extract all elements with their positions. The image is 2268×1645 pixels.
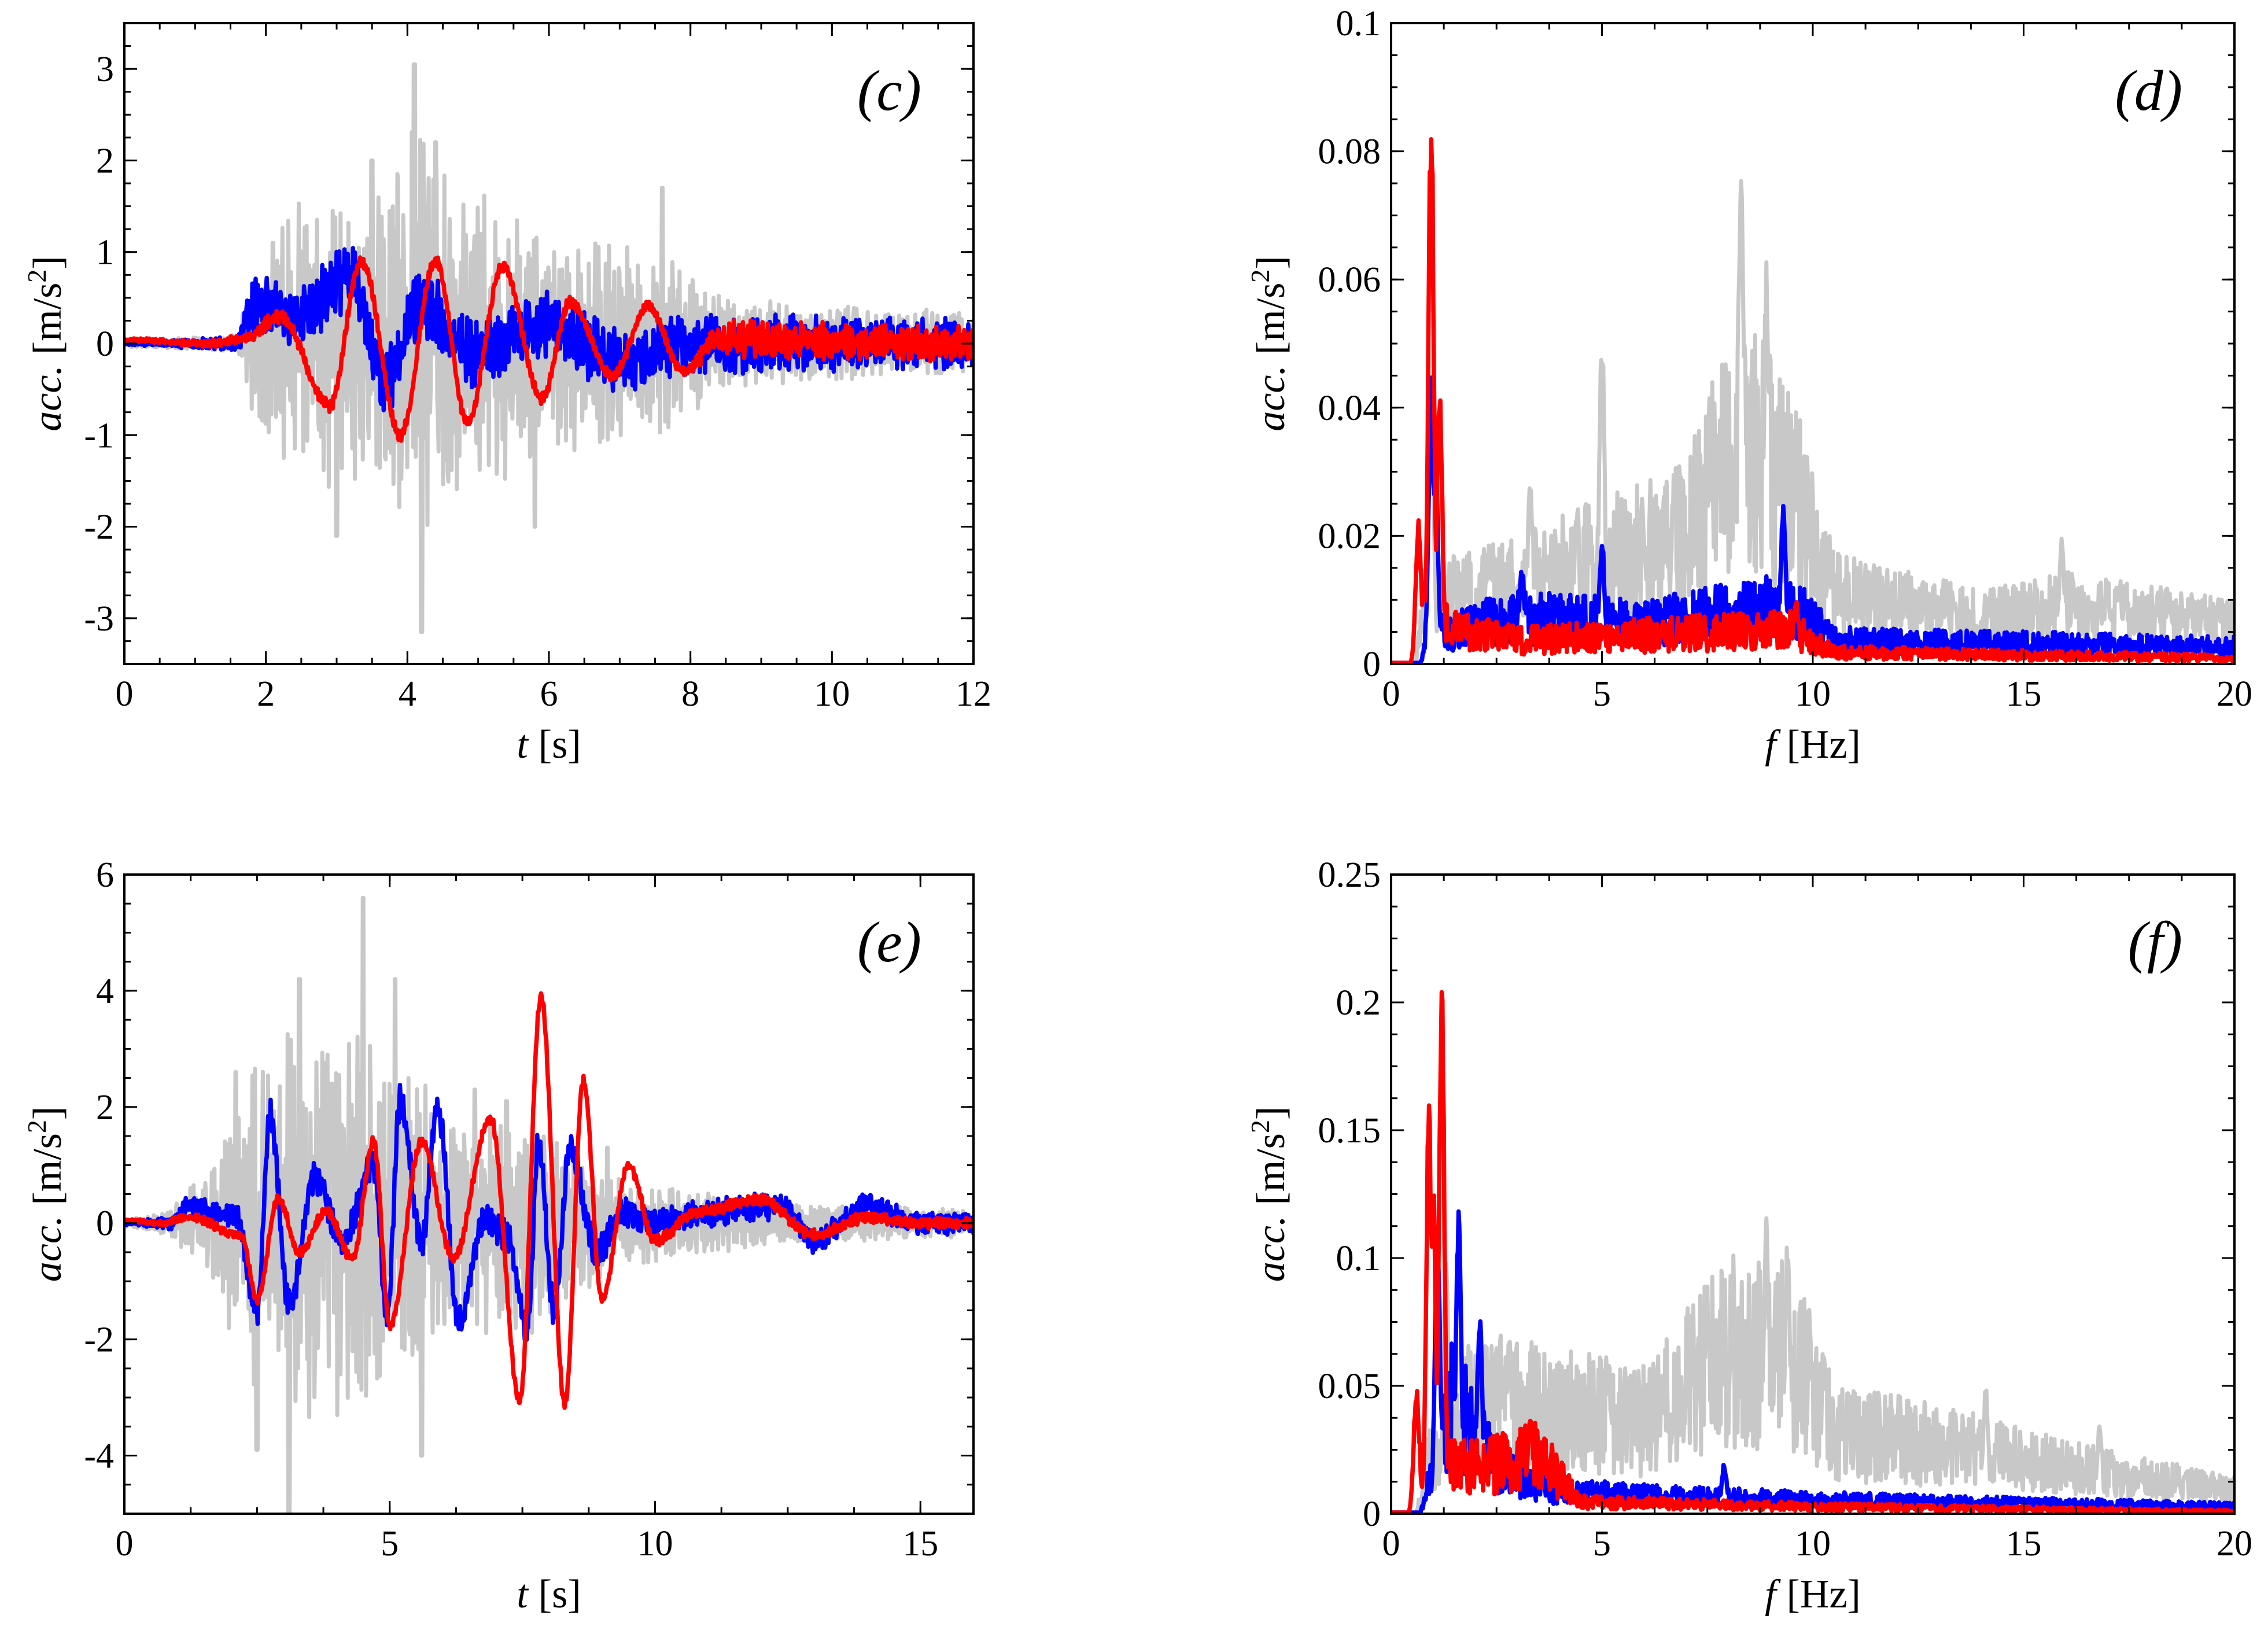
x-tick-label: 15 <box>902 1524 938 1563</box>
series-gray <box>124 895 973 1514</box>
x-tick-label: 5 <box>381 1524 399 1563</box>
y-axis-label: acc.[m/s2] <box>1245 256 1293 431</box>
x-tick-label: 2 <box>257 674 275 714</box>
series-group <box>124 62 973 635</box>
y-tick-label: -1 <box>84 416 114 455</box>
panel-tag: (e) <box>857 910 921 974</box>
y-tick-label: 0.05 <box>1318 1367 1381 1406</box>
series-group <box>1391 137 2234 664</box>
y-tick-label: 0.02 <box>1318 517 1381 556</box>
y-tick-label: -4 <box>84 1437 114 1476</box>
panel-tag: (c) <box>857 58 921 123</box>
y-tick-label: 4 <box>96 972 114 1011</box>
panel-f: 0 5 10 15 20 0 0.05 0.1 0.15 0.2 0.25 f [Hz] acc.[m/s… <box>1245 855 2252 1617</box>
series-blue <box>124 1082 973 1342</box>
series-red <box>124 991 973 1410</box>
y-tick-label: 0.1 <box>1336 1239 1381 1278</box>
x-axis-label: f [Hz] <box>1765 1572 1861 1617</box>
x-tick-label: 0 <box>1382 674 1400 714</box>
series-gray <box>1391 179 2234 664</box>
panel-tag: (d) <box>2115 58 2182 123</box>
series-group <box>124 895 973 1514</box>
x-axis-label: f [Hz] <box>1765 722 1861 767</box>
y-tick-label: 0.08 <box>1318 132 1381 172</box>
y-tick-label: 2 <box>96 1088 114 1127</box>
x-tick-label: 8 <box>681 674 699 714</box>
series-red <box>124 255 973 443</box>
y-tick-label: 0.25 <box>1318 855 1381 895</box>
x-tick-label: 20 <box>2217 1524 2252 1563</box>
x-tick-label: 5 <box>1593 674 1611 714</box>
series-group <box>1391 990 2234 1514</box>
x-tick-label: 10 <box>814 674 850 714</box>
panel-tag: (f) <box>2128 910 2182 974</box>
y-axis-label: acc.[m/s2] <box>22 256 70 431</box>
y-tick-label: -2 <box>84 1321 114 1360</box>
y-axis-label: acc.[m/s2] <box>1245 1106 1293 1282</box>
x-tick-label: 10 <box>637 1524 673 1563</box>
x-tick-label: 20 <box>2217 674 2252 714</box>
x-tick-label: 0 <box>116 1524 134 1563</box>
x-tick-label: 15 <box>2006 1524 2042 1563</box>
x-tick-label: 6 <box>540 674 558 714</box>
y-tick-label: 0.06 <box>1318 260 1381 300</box>
x-tick-label: 0 <box>116 674 134 714</box>
y-tick-label: 0 <box>1363 645 1381 684</box>
x-tick-label: 10 <box>1795 674 1831 714</box>
y-tick-label: 2 <box>96 141 114 180</box>
y-tick-label: 0.2 <box>1336 983 1381 1023</box>
panel-e: 0 5 10 15 -4 -2 0 2 4 6 t [s] acc.[m/s2] (e) <box>22 855 975 1617</box>
y-tick-label: 0.1 <box>1336 4 1381 43</box>
series-gray <box>1391 1216 2234 1514</box>
y-tick-label: 0 <box>96 1204 114 1244</box>
y-tick-label: 0.15 <box>1318 1111 1381 1150</box>
x-tick-label: 12 <box>956 674 991 714</box>
y-tick-label: 6 <box>96 855 114 895</box>
y-tick-label: -3 <box>84 599 114 639</box>
x-axis-label: t [s] <box>517 1572 581 1617</box>
y-tick-label: 0 <box>96 324 114 364</box>
y-tick-label: 0 <box>1363 1495 1381 1534</box>
x-tick-label: 15 <box>2006 674 2042 714</box>
x-tick-label: 0 <box>1382 1524 1400 1563</box>
x-tick-label: 10 <box>1795 1524 1831 1563</box>
x-tick-label: 5 <box>1593 1524 1611 1563</box>
panel-d: 0 5 10 15 20 0 0.02 0.04 0.06 0.08 0.1 f [Hz] acc.[m/… <box>1245 4 2252 767</box>
x-tick-label: 4 <box>399 674 416 714</box>
y-tick-label: 3 <box>96 50 114 89</box>
x-axis-label: t [s] <box>517 722 581 767</box>
y-tick-label: 0.04 <box>1318 389 1381 428</box>
y-tick-label: -2 <box>84 508 114 547</box>
series-red <box>1391 137 2234 664</box>
y-tick-label: 1 <box>96 233 114 272</box>
y-axis-label: acc.[m/s2] <box>22 1106 70 1282</box>
